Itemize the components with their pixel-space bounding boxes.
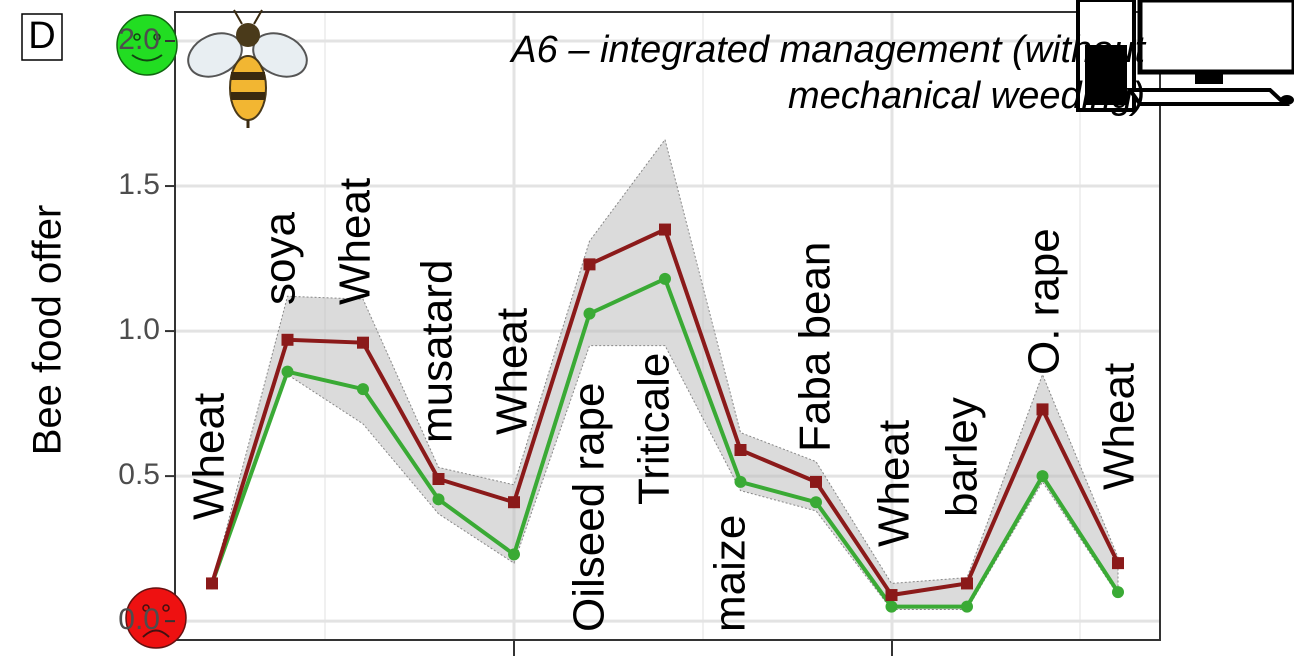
data-point bbox=[961, 577, 973, 590]
category-label: Wheat bbox=[185, 393, 234, 520]
y-tick-label: 2.0 bbox=[118, 23, 160, 56]
data-point bbox=[432, 473, 445, 486]
data-point bbox=[885, 589, 898, 602]
panel-border bbox=[174, 11, 1161, 641]
data-point bbox=[734, 444, 747, 457]
data-point bbox=[810, 496, 822, 509]
y-tick-label: 0.0 bbox=[118, 603, 160, 636]
sad-face-icon bbox=[125, 587, 187, 649]
category-label: Oilseed rape bbox=[565, 383, 614, 632]
category-label: barley bbox=[938, 397, 987, 517]
computer-icon bbox=[1076, 0, 1294, 112]
data-point bbox=[1112, 586, 1124, 599]
bee-icon bbox=[187, 9, 308, 128]
category-label: Wheat bbox=[488, 308, 537, 435]
data-point bbox=[961, 600, 973, 613]
panel-label-box bbox=[21, 13, 63, 61]
data-point bbox=[357, 336, 369, 349]
data-point bbox=[281, 365, 294, 378]
category-label: Wheat bbox=[870, 420, 919, 547]
y-axis-label: Bee food offer bbox=[26, 205, 70, 456]
data-point bbox=[885, 600, 898, 613]
category-label: soya bbox=[256, 212, 305, 305]
title-line: A6 – integrated management (without bbox=[509, 29, 1146, 71]
data-point bbox=[1036, 403, 1049, 416]
category-label: musatard bbox=[413, 260, 462, 443]
title-line: mechanical weeding) bbox=[788, 75, 1145, 117]
data-point bbox=[659, 272, 671, 285]
data-point bbox=[508, 496, 520, 509]
happy-face-icon bbox=[116, 14, 178, 76]
category-label: maize bbox=[706, 515, 755, 632]
data-point bbox=[1036, 470, 1049, 483]
data-point bbox=[1112, 557, 1124, 570]
data-point bbox=[281, 333, 294, 346]
data-point bbox=[206, 577, 218, 590]
data-point bbox=[432, 493, 445, 506]
data-point bbox=[583, 258, 596, 271]
category-label: Triticale bbox=[630, 353, 679, 505]
y-tick-label: 0.5 bbox=[118, 458, 160, 491]
overlay: Bee food offer D bbox=[21, 0, 1294, 656]
category-label: Wheat bbox=[1095, 363, 1144, 490]
category-label: Wheat bbox=[331, 178, 380, 305]
y-tick-label: 1.0 bbox=[118, 313, 160, 346]
data-point bbox=[583, 307, 596, 320]
category-label: O. rape bbox=[1020, 228, 1069, 375]
panel-label: D bbox=[28, 15, 55, 57]
data-point bbox=[734, 475, 747, 488]
data-point bbox=[810, 475, 822, 488]
data-point bbox=[508, 548, 520, 561]
confidence-band bbox=[211, 138, 1119, 611]
category-label: Faba bean bbox=[791, 242, 840, 452]
data-point bbox=[357, 383, 369, 396]
plot-area: Wheat soya Wheat musatard Wheat Oilseed rape T… bbox=[175, 12, 1160, 640]
data-point bbox=[659, 223, 671, 236]
y-tick-label: 1.5 bbox=[118, 168, 160, 201]
